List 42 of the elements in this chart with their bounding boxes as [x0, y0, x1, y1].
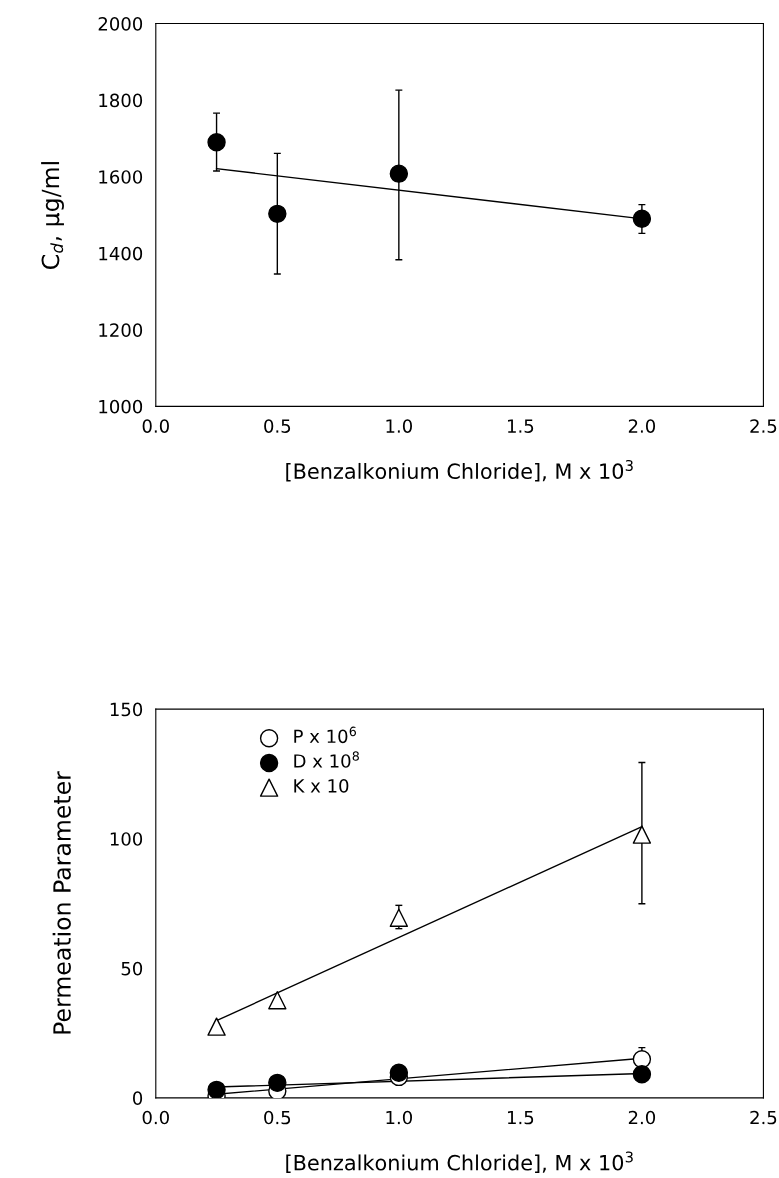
- x-tick-label: 1.5: [508, 1110, 534, 1125]
- y-tick-label: 1800: [99, 93, 143, 108]
- y-tick-label: 1400: [99, 246, 143, 261]
- point: [632, 1065, 652, 1084]
- x-axis-title: [Benzalkonium Chloride], M x 10$^{3}$: [286, 459, 633, 482]
- x-tick-label: 0.5: [264, 1110, 291, 1125]
- legend-label: P x 10$^{6}$: [294, 726, 357, 744]
- x-tick-label: 0.0: [142, 1110, 169, 1125]
- y-axis-title: C$_{d}$, μg/ml: [41, 162, 64, 269]
- point: [268, 990, 287, 1010]
- y-tick-label: 100: [110, 832, 143, 846]
- y-tick-label: 50: [121, 961, 143, 976]
- point: [268, 1073, 287, 1093]
- x-tick-label: 1.0: [386, 419, 413, 433]
- x-tick-label: 0.0: [142, 419, 169, 433]
- x-tick-label: 1.5: [508, 419, 534, 433]
- x-tick-label: 2.0: [628, 1110, 656, 1125]
- y-tick-label: 150: [110, 702, 143, 717]
- point: [389, 164, 409, 183]
- x-tick-label: 0.5: [264, 419, 291, 433]
- point: [207, 1017, 226, 1036]
- y-tick-label: 1600: [99, 170, 143, 184]
- x-tick-label: 2.5: [750, 419, 777, 433]
- y-tick-label: 2000: [98, 17, 143, 31]
- y-tick-label: 1200: [99, 323, 143, 337]
- point: [389, 1063, 409, 1082]
- x-tick-label: 1.0: [386, 1110, 413, 1125]
- legend-label: D x 10$^{8}$: [294, 751, 359, 768]
- point: [632, 825, 652, 844]
- y-axis-title: Permeation Parameter: [52, 771, 71, 1034]
- point: [632, 209, 652, 229]
- x-tick-label: 2.0: [628, 419, 656, 433]
- point: [207, 1080, 226, 1098]
- legend-label: K x 10: [294, 779, 349, 793]
- point: [268, 204, 287, 224]
- point: [632, 1050, 652, 1069]
- x-axis-title: [Benzalkonium Chloride], M x 10$^{3}$: [286, 1151, 633, 1173]
- y-tick-label: 1000: [99, 399, 143, 414]
- x-tick-label: 2.5: [750, 1110, 777, 1125]
- point: [207, 133, 226, 152]
- y-tick-label: 0: [133, 1091, 143, 1106]
- point: [389, 908, 409, 927]
